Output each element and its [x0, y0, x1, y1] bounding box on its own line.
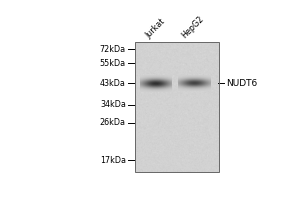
Text: Jurkat: Jurkat — [144, 17, 167, 40]
Text: 43kDa: 43kDa — [100, 79, 126, 88]
Text: 34kDa: 34kDa — [100, 100, 126, 109]
Text: 55kDa: 55kDa — [100, 59, 126, 68]
Bar — [135, 42, 219, 172]
Text: 26kDa: 26kDa — [100, 118, 126, 127]
Text: NUDT6: NUDT6 — [226, 79, 257, 88]
Text: HepG2: HepG2 — [179, 14, 205, 40]
Text: 17kDa: 17kDa — [100, 156, 126, 165]
Text: 72kDa: 72kDa — [100, 45, 126, 54]
